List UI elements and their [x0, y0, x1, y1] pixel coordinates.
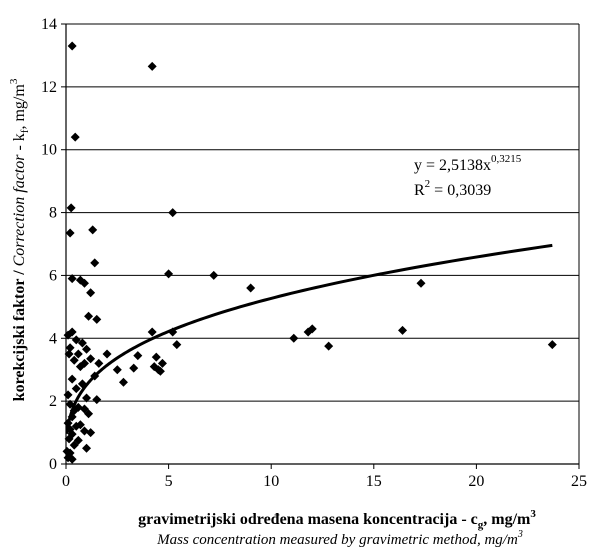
r-squared: R2 = 0,3039 — [414, 178, 491, 199]
data-point — [71, 335, 81, 345]
data-point — [151, 352, 161, 362]
data-point — [88, 225, 98, 235]
y-axis-label-sup: 3 — [8, 78, 20, 84]
y-axis-label-italic: Correction factor — [11, 154, 28, 267]
y-tick-label-14: 14 — [41, 16, 57, 33]
data-point — [79, 278, 89, 288]
data-point — [65, 228, 75, 238]
y-axis-label-part4: , mg/m — [11, 84, 28, 130]
data-point — [303, 327, 313, 337]
data-point — [64, 434, 74, 444]
data-point — [90, 258, 100, 268]
data-point — [67, 454, 77, 464]
y-axis-label: korekcijski faktor / Correction factor -… — [8, 78, 31, 401]
data-point — [86, 288, 96, 298]
data-point — [164, 269, 174, 279]
y-axis-label-part3: - k — [11, 133, 28, 154]
x-tick-label-0: 0 — [62, 473, 70, 490]
x-tick-label-25: 25 — [571, 473, 587, 490]
y-axis-label-part1: korekcijski faktor / — [11, 266, 28, 401]
y-tick-label-0: 0 — [49, 456, 57, 473]
r2-value: = 0,3039 — [430, 182, 491, 199]
data-point — [133, 351, 143, 361]
equation-exponent: 0,3215 — [491, 153, 522, 165]
data-point — [84, 409, 94, 419]
x-axis-label-part2: , mg/m — [483, 511, 531, 528]
data-point — [324, 341, 334, 351]
data-point — [69, 440, 79, 450]
axes — [65, 24, 580, 465]
x-tick-label-10: 10 — [263, 473, 279, 490]
data-point — [102, 349, 112, 359]
data-point — [147, 327, 157, 337]
x-axis-label: gravimetrijski određena masena koncentra… — [138, 508, 536, 531]
data-point — [246, 283, 256, 293]
x-axis-label-english-text: Mass concentration measured by gravimetr… — [156, 532, 518, 548]
data-point — [416, 278, 426, 288]
data-point — [84, 311, 94, 321]
data-point — [67, 374, 77, 384]
data-point — [82, 344, 92, 354]
data-point — [67, 41, 77, 51]
data-point — [172, 340, 182, 350]
data-point — [86, 428, 96, 438]
data-point — [112, 365, 122, 375]
data-point — [82, 393, 92, 403]
y-tick-label-6: 6 — [49, 267, 57, 284]
data-point — [168, 208, 178, 218]
data-point — [65, 343, 75, 353]
data-point — [92, 314, 102, 324]
data-point — [398, 325, 408, 335]
y-axis-label-sub: f — [19, 129, 31, 133]
x-axis-label-english-sup: 3 — [517, 529, 523, 540]
data-point — [92, 395, 102, 405]
r2-label: R — [414, 182, 425, 199]
data-point — [82, 443, 92, 453]
data-point — [77, 338, 87, 348]
x-axis-label-sub: g — [478, 519, 484, 531]
data-point — [289, 333, 299, 343]
data-point — [86, 354, 96, 364]
x-axis-label-sup: 3 — [530, 508, 536, 520]
axis-ticks: 0 2 4 6 8 10 12 14 0 5 10 15 20 25 — [41, 16, 587, 490]
data-points — [62, 41, 557, 464]
data-point — [79, 426, 89, 436]
data-point — [73, 349, 83, 359]
data-point — [69, 355, 79, 365]
data-point — [71, 384, 81, 394]
data-point — [67, 274, 77, 284]
trendline-equation: y = 2,5138x0,3215 — [414, 153, 522, 174]
y-tick-label-12: 12 — [41, 79, 57, 96]
data-point — [147, 61, 157, 71]
data-point — [94, 358, 104, 368]
power-trendline — [65, 243, 553, 434]
data-point — [64, 349, 74, 359]
data-point — [118, 377, 128, 387]
x-tick-label-5: 5 — [165, 473, 173, 490]
data-point — [155, 366, 165, 376]
x-axis-label-english: Mass concentration measured by gravimetr… — [156, 529, 523, 548]
y-tick-label-10: 10 — [41, 142, 57, 159]
data-point — [157, 358, 167, 368]
data-point — [75, 362, 85, 372]
x-axis-label-part1: gravimetrijski određena masena koncentra… — [138, 511, 478, 528]
y-tick-label-2: 2 — [49, 393, 57, 410]
y-tick-label-8: 8 — [49, 205, 57, 222]
data-point — [63, 390, 73, 400]
data-point — [63, 330, 73, 340]
data-point — [66, 203, 76, 213]
data-point — [70, 132, 80, 142]
x-tick-label-20: 20 — [468, 473, 484, 490]
equation-text: y = 2,5138x — [414, 157, 491, 174]
data-point — [209, 270, 219, 280]
x-tick-label-15: 15 — [366, 473, 382, 490]
y-tick-label-4: 4 — [49, 330, 57, 347]
data-point — [129, 363, 139, 373]
data-point — [75, 420, 85, 430]
data-point — [547, 340, 557, 350]
r2-exponent: 2 — [425, 178, 431, 190]
